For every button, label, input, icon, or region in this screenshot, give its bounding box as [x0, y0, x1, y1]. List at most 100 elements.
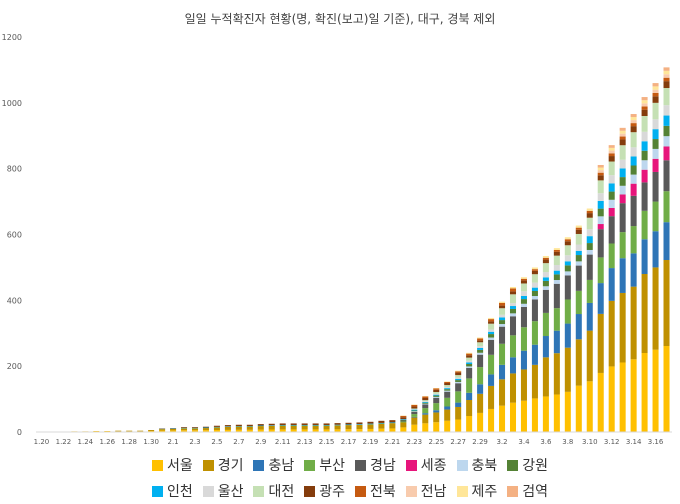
bar-segment [455, 380, 462, 382]
bar-segment [466, 364, 473, 367]
legend-entry: 검역 [507, 481, 548, 501]
bar-segment [608, 366, 615, 432]
bar-segment [170, 428, 177, 431]
bar-segment [619, 258, 626, 293]
legend-swatch [507, 485, 519, 497]
bar-segment [619, 194, 626, 204]
bar-segment [619, 232, 626, 259]
bar-segment [477, 347, 484, 350]
legend-entry: 전남 [405, 481, 447, 501]
bar-segment [630, 120, 637, 124]
x-tick-label: 2.13 [297, 438, 313, 446]
bar-segment [630, 195, 637, 227]
bar-segment [619, 177, 626, 186]
bar-segment [433, 392, 440, 394]
bar-segment [257, 429, 264, 432]
bar-segment [531, 344, 538, 365]
bar-segment [509, 335, 517, 358]
bar-segment [641, 141, 648, 151]
bar-segment [400, 419, 407, 421]
bar-segment [630, 126, 637, 133]
x-axis: 1.20 1.22 1.24 1.26 1.28 1.30 2.1 2.3 2.5 2.7 2.9 2… [34, 438, 664, 446]
bar-segment [367, 428, 374, 432]
legend-swatch [202, 485, 214, 497]
bar-segment [455, 406, 462, 420]
bar-segment [520, 299, 527, 304]
x-tick-label: 2.7 [233, 438, 244, 446]
bar-segment [433, 395, 440, 397]
bar-segment [499, 343, 506, 365]
bar-segment [499, 308, 506, 315]
x-tick-label: 2.23 [407, 438, 423, 446]
bar-segment [444, 420, 451, 432]
bar-segment [422, 401, 429, 403]
bar-segment [586, 254, 593, 280]
bar-segment [542, 259, 549, 264]
bar-segment [509, 308, 517, 314]
bar-segment [400, 419, 407, 420]
bar-segment [477, 393, 484, 413]
bar-segment [652, 86, 659, 90]
bar-segment [301, 425, 308, 430]
bar-segment [652, 129, 659, 140]
bar-segment [181, 427, 188, 428]
bar-segment [597, 180, 604, 194]
bar-segment [455, 383, 462, 392]
bar-segment [477, 367, 484, 385]
bar-segment [268, 425, 275, 430]
bar-segment [641, 103, 648, 107]
bar-segment [630, 132, 637, 148]
bar-segment [619, 139, 626, 146]
bar-segment [159, 430, 166, 432]
bar-segment [268, 425, 275, 426]
bar-segment [488, 323, 495, 330]
bar-segment [564, 255, 571, 262]
legend-label: 제주 [471, 484, 498, 500]
bar-segment [641, 131, 648, 142]
bar-segment [433, 412, 440, 423]
bar-segment [575, 385, 582, 432]
bar-segment [663, 260, 670, 347]
legend-label: 부산 [319, 458, 345, 474]
bar-segment [422, 413, 429, 415]
bar-segment [597, 200, 604, 209]
bar-segment [466, 366, 473, 369]
bar-segment [553, 308, 560, 331]
bar-segment [444, 385, 451, 388]
bar-segment [531, 290, 538, 297]
bar-segment [444, 381, 451, 382]
bar-segment [608, 150, 615, 154]
bar-segment [553, 330, 560, 354]
bar-segment [488, 334, 495, 338]
bar-segment [279, 425, 286, 430]
legend-swatch [507, 459, 519, 471]
bar-segment [137, 430, 144, 432]
bar-segment [608, 199, 615, 208]
bar-segment [641, 160, 648, 170]
bar-segment [641, 109, 648, 116]
bar-segment [652, 171, 659, 202]
bar-segment [378, 423, 385, 429]
bar-segment [455, 370, 462, 372]
bar-segment [356, 422, 363, 425]
bar-segment [422, 402, 429, 404]
bar-segment [608, 161, 615, 176]
bar-segment [553, 353, 560, 395]
x-tick-label: 2.17 [341, 438, 357, 446]
bar-segment [575, 227, 582, 230]
bar-segment [586, 213, 593, 218]
bar-segment [553, 250, 560, 252]
bar-segment [213, 429, 220, 432]
x-tick-label: 3.12 [604, 438, 620, 446]
legend-entry: 세종 [405, 455, 447, 475]
bar-segment [509, 288, 517, 292]
bar-segment [553, 255, 560, 266]
bar-segment [422, 401, 429, 402]
bar-segment [608, 147, 615, 151]
bar-segment [663, 88, 670, 106]
legend-swatch [355, 485, 366, 497]
legend-label: 광주 [319, 484, 345, 500]
bar-segment [488, 329, 495, 332]
bar-segment [553, 283, 560, 309]
bar-segment [444, 381, 451, 384]
